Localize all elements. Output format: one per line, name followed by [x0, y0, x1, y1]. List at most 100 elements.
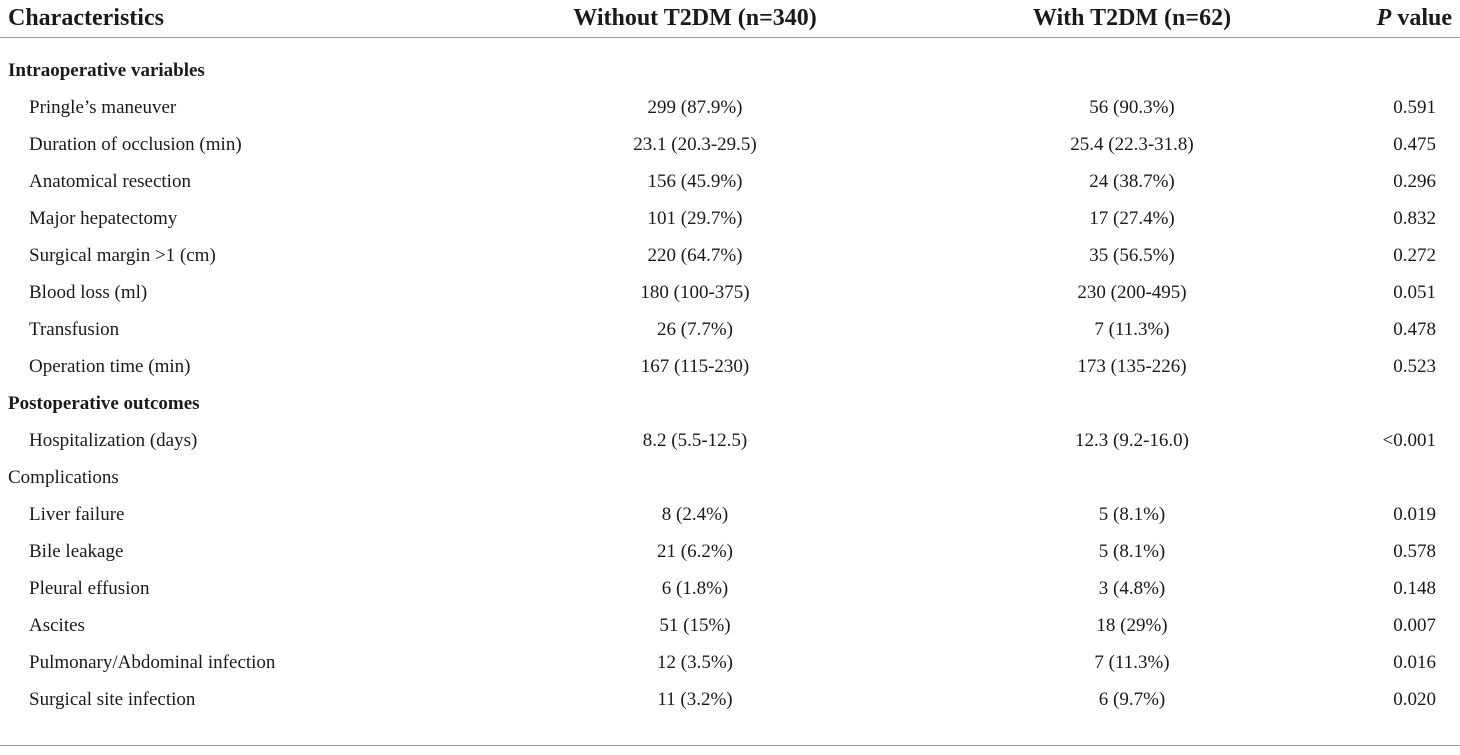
- table-row: Transfusion 26 (7.7%) 7 (11.3%) 0.478: [0, 311, 1460, 348]
- outcomes-table: Characteristics Without T2DM (n=340) Wit…: [0, 0, 1460, 718]
- table-row: Pleural effusion 6 (1.8%) 3 (4.8%) 0.148: [0, 570, 1460, 607]
- row-label: Surgical margin >1 (cm): [29, 244, 216, 266]
- cell-with-t2dm: 7 (11.3%): [1094, 651, 1170, 673]
- cell-with-t2dm: 12.3 (9.2-16.0): [1075, 429, 1189, 451]
- empty-cell: [1338, 385, 1460, 422]
- header-without-t2dm: Without T2DM (n=340): [446, 0, 926, 38]
- cell-p-value: 0.019: [1393, 503, 1436, 525]
- cell-p-value: 0.475: [1393, 133, 1436, 155]
- section-heading: Postoperative outcomes: [8, 392, 200, 414]
- table-row: Operation time (min) 167 (115-230) 173 (13…: [0, 348, 1460, 385]
- table-body: Intraoperative variables Pringle’s maneuv…: [0, 52, 1460, 718]
- cell-p-value: 0.007: [1393, 614, 1436, 636]
- row-label: Pringle’s maneuver: [29, 96, 177, 118]
- cell-without-t2dm: 21 (6.2%): [657, 540, 733, 562]
- row-label: Duration of occlusion (min): [29, 133, 242, 155]
- cell-p-value: 0.148: [1393, 577, 1436, 599]
- row-label: Blood loss (ml): [29, 281, 148, 303]
- header-with-t2dm: With T2DM (n=62): [926, 0, 1338, 38]
- cell-with-t2dm: 17 (27.4%): [1089, 207, 1175, 229]
- cell-with-t2dm: 5 (8.1%): [1098, 540, 1166, 562]
- row-label: Surgical site infection: [29, 688, 196, 710]
- row-label: Operation time (min): [29, 355, 191, 377]
- row-label: Ascites: [29, 614, 85, 636]
- table-row: Postoperative outcomes: [0, 385, 1460, 422]
- cell-p-value: 0.832: [1393, 207, 1436, 229]
- cell-p-value: 0.016: [1393, 651, 1436, 673]
- cell-p-value: <0.001: [1382, 429, 1436, 451]
- cell-without-t2dm: 51 (15%): [659, 614, 731, 636]
- cell-with-t2dm: 25.4 (22.3-31.8): [1070, 133, 1194, 155]
- cell-without-t2dm: 220 (64.7%): [647, 244, 743, 266]
- table-row: Intraoperative variables: [0, 52, 1460, 89]
- empty-cell: [1338, 52, 1460, 89]
- table-row: Ascites 51 (15%) 18 (29%) 0.007: [0, 607, 1460, 644]
- cell-without-t2dm: 299 (87.9%): [647, 96, 743, 118]
- row-label: Hospitalization (days): [29, 429, 198, 451]
- cell-with-t2dm: 56 (90.3%): [1089, 96, 1175, 118]
- row-label: Liver failure: [29, 503, 125, 525]
- row-label: Pulmonary/Abdominal infection: [29, 651, 276, 673]
- empty-cell: [446, 459, 926, 496]
- table-row: Hospitalization (days) 8.2 (5.5-12.5) 12.3…: [0, 422, 1460, 459]
- cell-with-t2dm: 6 (9.7%): [1098, 688, 1166, 710]
- cell-p-value: 0.051: [1393, 281, 1436, 303]
- header-p-rest: value: [1391, 5, 1452, 31]
- cell-with-t2dm: 3 (4.8%): [1098, 577, 1166, 599]
- cell-without-t2dm: 26 (7.7%): [657, 318, 733, 340]
- cell-p-value: 0.578: [1393, 540, 1436, 562]
- group-label: Complications: [8, 466, 119, 488]
- cell-with-t2dm: 173 (135-226): [1077, 355, 1187, 377]
- table-row: Complications: [0, 459, 1460, 496]
- row-label: Pleural effusion: [29, 577, 150, 599]
- empty-cell: [926, 459, 1338, 496]
- table-row: Surgical margin >1 (cm) 220 (64.7%) 35 (56…: [0, 237, 1460, 274]
- table-row: Major hepatectomy 101 (29.7%) 17 (27.4%) 0.…: [0, 200, 1460, 237]
- cell-with-t2dm: 24 (38.7%): [1089, 170, 1175, 192]
- cell-p-value: 0.591: [1393, 96, 1436, 118]
- cell-p-value: 0.523: [1393, 355, 1436, 377]
- table-header-row: Characteristics Without T2DM (n=340) Wit…: [0, 0, 1460, 38]
- table-row: Bile leakage 21 (6.2%) 5 (8.1%) 0.578: [0, 533, 1460, 570]
- cell-with-t2dm: 5 (8.1%): [1098, 503, 1166, 525]
- empty-cell: [1338, 459, 1460, 496]
- table-row: Duration of occlusion (min) 23.1 (20.3-29…: [0, 126, 1460, 163]
- cell-without-t2dm: 11 (3.2%): [657, 688, 733, 710]
- header-characteristics: Characteristics: [0, 0, 446, 38]
- cell-without-t2dm: 6 (1.8%): [661, 577, 729, 599]
- cell-p-value: 0.272: [1393, 244, 1436, 266]
- cell-without-t2dm: 8 (2.4%): [661, 503, 729, 525]
- empty-cell: [446, 52, 926, 89]
- cell-without-t2dm: 8.2 (5.5-12.5): [642, 429, 748, 451]
- table-row: Liver failure 8 (2.4%) 5 (8.1%) 0.019: [0, 496, 1460, 533]
- header-p-italic: P: [1376, 5, 1392, 31]
- cell-without-t2dm: 101 (29.7%): [647, 207, 743, 229]
- header-p-value: P value: [1338, 0, 1460, 38]
- empty-cell: [926, 385, 1338, 422]
- cell-without-t2dm: 167 (115-230): [640, 355, 750, 377]
- cell-with-t2dm: 230 (200-495): [1077, 281, 1187, 303]
- empty-cell: [446, 385, 926, 422]
- row-label: Major hepatectomy: [29, 207, 178, 229]
- cell-without-t2dm: 180 (100-375): [640, 281, 750, 303]
- cell-without-t2dm: 23.1 (20.3-29.5): [633, 133, 757, 155]
- cell-with-t2dm: 7 (11.3%): [1094, 318, 1170, 340]
- table-row: Pringle’s maneuver 299 (87.9%) 56 (90.3%) 0…: [0, 89, 1460, 126]
- table-row: Pulmonary/Abdominal infection 12 (3.5%) 7 …: [0, 644, 1460, 681]
- cell-with-t2dm: 18 (29%): [1096, 614, 1168, 636]
- cell-with-t2dm: 35 (56.5%): [1089, 244, 1175, 266]
- section-heading: Intraoperative variables: [8, 59, 205, 81]
- cell-without-t2dm: 12 (3.5%): [657, 651, 733, 673]
- cell-p-value: 0.478: [1393, 318, 1436, 340]
- empty-cell: [926, 52, 1338, 89]
- cell-p-value: 0.020: [1393, 688, 1436, 710]
- row-label: Anatomical resection: [29, 170, 191, 192]
- row-label: Transfusion: [29, 318, 120, 340]
- table-row: Blood loss (ml) 180 (100-375) 230 (200-495…: [0, 274, 1460, 311]
- cell-p-value: 0.296: [1393, 170, 1436, 192]
- table-row: Surgical site infection 11 (3.2%) 6 (9.7%)…: [0, 681, 1460, 718]
- table-bottom-rule: [0, 745, 1460, 746]
- table-row: Anatomical resection 156 (45.9%) 24 (38.7%…: [0, 163, 1460, 200]
- row-label: Bile leakage: [29, 540, 124, 562]
